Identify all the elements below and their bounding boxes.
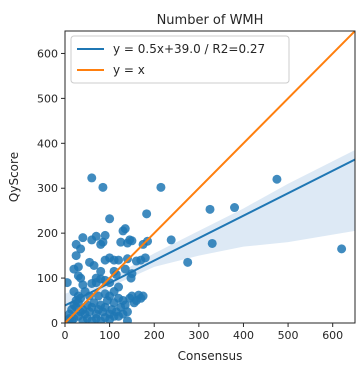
x-tick-label: 300 xyxy=(188,329,209,342)
data-point xyxy=(78,233,87,242)
data-point xyxy=(74,271,83,280)
data-point xyxy=(87,173,96,182)
data-point xyxy=(105,214,114,223)
x-tick-label: 400 xyxy=(233,329,254,342)
x-tick-label: 100 xyxy=(99,329,120,342)
data-point xyxy=(156,183,165,192)
data-point xyxy=(206,205,215,214)
y-tick-label: 500 xyxy=(37,92,58,105)
data-point xyxy=(63,278,72,287)
data-point xyxy=(72,240,81,249)
data-point xyxy=(272,175,281,184)
data-point xyxy=(110,287,119,296)
data-point xyxy=(114,256,123,265)
x-tick-label: 200 xyxy=(144,329,165,342)
chart-title: Number of WMH xyxy=(157,13,264,28)
x-tick-label: 0 xyxy=(62,329,69,342)
data-point xyxy=(127,236,136,245)
y-tick-label: 600 xyxy=(37,47,58,60)
x-axis-label: Consensus xyxy=(178,349,243,363)
data-point xyxy=(142,209,151,218)
x-axis: 0 100 200 300 400 500 600 xyxy=(62,323,344,342)
data-point xyxy=(337,244,346,253)
data-point xyxy=(96,240,105,249)
data-point xyxy=(139,292,148,301)
y-tick-label: 400 xyxy=(37,137,58,150)
data-point xyxy=(132,257,141,266)
x-tick-label: 500 xyxy=(278,329,299,342)
x-tick-label: 600 xyxy=(322,329,343,342)
data-point xyxy=(208,239,217,248)
legend: y = 0.5x+39.0 / R2=0.27 y = x xyxy=(71,36,289,83)
data-point xyxy=(98,183,107,192)
y-axis: 0 100 200 300 400 500 600 xyxy=(37,47,65,330)
data-point xyxy=(167,235,176,244)
data-point xyxy=(72,251,81,260)
y-axis-label: QyScore xyxy=(7,152,21,202)
data-point xyxy=(87,279,96,288)
legend-identity-label: y = x xyxy=(113,63,145,77)
data-point xyxy=(230,203,239,212)
y-tick-label: 0 xyxy=(51,317,58,330)
data-point xyxy=(119,226,128,235)
data-point xyxy=(123,316,132,325)
data-point xyxy=(78,316,87,325)
y-tick-label: 200 xyxy=(37,227,58,240)
y-tick-label: 100 xyxy=(37,272,58,285)
legend-fit-label: y = 0.5x+39.0 / R2=0.27 xyxy=(113,42,265,56)
data-point xyxy=(110,312,119,321)
confidence-band xyxy=(65,150,355,312)
data-point xyxy=(183,258,192,267)
data-point xyxy=(87,235,96,244)
y-tick-label: 300 xyxy=(37,182,58,195)
